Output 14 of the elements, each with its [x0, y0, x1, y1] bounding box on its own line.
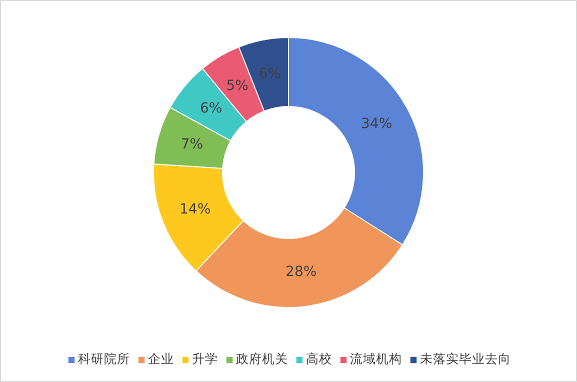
legend-label: 企业 — [148, 351, 174, 368]
legend-label: 科研院所 — [78, 351, 130, 368]
data-label: 28% — [286, 264, 317, 280]
legend-label: 高校 — [306, 351, 332, 368]
data-label: 6% — [258, 66, 281, 82]
legend-label: 未落实毕业去向 — [420, 351, 511, 368]
legend-label: 政府机关 — [236, 351, 288, 368]
data-label: 5% — [226, 78, 248, 94]
legend-label: 升学 — [192, 351, 218, 368]
legend-label: 流域机构 — [350, 351, 402, 368]
data-label: 14% — [180, 201, 211, 218]
data-label: 7% — [180, 136, 204, 152]
data-label: 6% — [200, 100, 222, 116]
data-label: 34% — [361, 116, 392, 132]
